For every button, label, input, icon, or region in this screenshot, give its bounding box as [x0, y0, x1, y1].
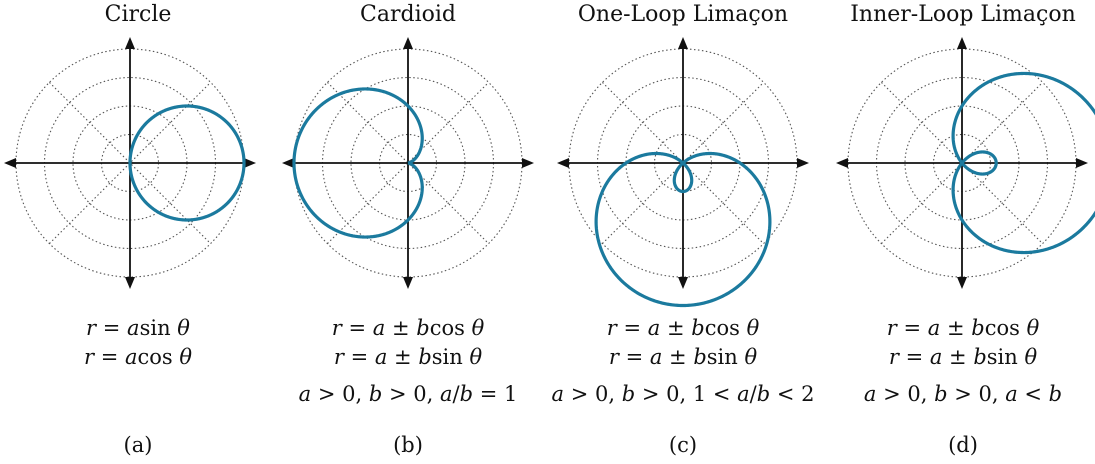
panel-d-condition: a > 0, b > 0, a < b — [863, 382, 1063, 406]
panel-b-arrow-down — [403, 277, 413, 289]
panel-a-arrow-left — [4, 158, 16, 168]
panel-c-equation-2: r = a ± bsin θ — [608, 345, 758, 369]
panel-d-arrow-up — [957, 37, 967, 49]
panel-b-arrow-left — [282, 158, 294, 168]
panel-c-condition: a > 0, b > 0, 1 < a/b < 2 — [551, 382, 815, 406]
panel-a-equation-2: r = acos θ — [83, 345, 193, 369]
panel-b-label: (b) — [393, 433, 423, 457]
panel-a-title: Circle — [104, 2, 172, 27]
panel-c-title: One-Loop Limaçon — [577, 2, 789, 27]
panel-b-equation-1: r = a ± bcos θ — [331, 316, 485, 340]
panel-a-arrow-down — [125, 277, 135, 289]
panel-b-cardioid-curve — [292, 87, 424, 239]
panel-b-equation-2: r = a ± bsin θ — [333, 345, 483, 369]
panel-d-inner-loop-limacon-curve — [951, 71, 1095, 255]
panel-d-arrow-right — [1076, 158, 1088, 168]
panel-b-condition: a > 0, b > 0, a/b = 1 — [298, 382, 518, 406]
panel-b-arrow-right — [522, 158, 534, 168]
panel-a-arrow-right — [244, 158, 256, 168]
panel-b-title: Cardioid — [360, 2, 456, 27]
panel-d-equation-2: r = a ± bsin θ — [888, 345, 1038, 369]
panel-a-arrow-up — [125, 37, 135, 49]
panel-c-label: (c) — [668, 433, 698, 457]
panel-d-arrow-left — [836, 158, 848, 168]
panel-d-equation-1: r = a ± bcos θ — [886, 316, 1040, 340]
panel-a-equation-1: r = asin θ — [86, 316, 190, 340]
panel-c-arrow-up — [678, 37, 688, 49]
panel-c-arrow-left — [557, 158, 569, 168]
panel-c-equation-1: r = a ± bcos θ — [606, 316, 760, 340]
panel-a-circle-curve — [128, 104, 246, 222]
panel-c-arrow-down — [678, 277, 688, 289]
panel-b-arrow-up — [403, 37, 413, 49]
panel-a-label: (a) — [123, 433, 153, 457]
panel-d-arrow-down — [957, 277, 967, 289]
panel-d-label: (d) — [948, 433, 978, 457]
panel-c-one-loop-limacon-curve — [594, 151, 772, 308]
panel-d-title: Inner-Loop Limaçon — [850, 2, 1076, 27]
panel-c-arrow-right — [797, 158, 809, 168]
